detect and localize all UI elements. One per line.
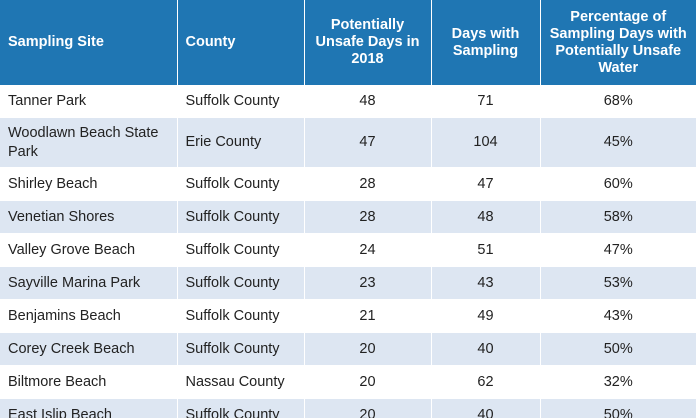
unsafe-days-cell: 28 — [304, 200, 432, 234]
unsafe-days-cell: 24 — [304, 233, 432, 267]
table-row: Venetian Shores Suffolk County 28 48 58% — [0, 200, 696, 234]
header-sampling-site: Sampling Site — [0, 0, 178, 85]
table-row: Tanner Park Suffolk County 48 71 68% — [0, 85, 696, 118]
percentage-cell: 60% — [540, 167, 696, 201]
table-row: Shirley Beach Suffolk County 28 47 60% — [0, 167, 696, 201]
county-cell: Erie County — [177, 117, 305, 168]
site-cell: Shirley Beach — [0, 167, 178, 201]
sampling-days-cell: 47 — [431, 167, 541, 201]
unsafe-days-cell: 20 — [304, 398, 432, 418]
sampling-days-cell: 43 — [431, 266, 541, 300]
table-row: East Islip Beach Suffolk County 20 40 50… — [0, 398, 696, 418]
percentage-cell: 68% — [540, 85, 696, 118]
county-cell: Suffolk County — [177, 299, 305, 333]
county-cell: Suffolk County — [177, 233, 305, 267]
table-row: Biltmore Beach Nassau County 20 62 32% — [0, 365, 696, 399]
county-cell: Suffolk County — [177, 332, 305, 366]
site-cell: Woodlawn Beach State Park — [0, 117, 178, 168]
table-row: Corey Creek Beach Suffolk County 20 40 5… — [0, 332, 696, 366]
percentage-cell: 45% — [540, 117, 696, 168]
unsafe-days-cell: 48 — [304, 85, 432, 118]
site-cell: East Islip Beach — [0, 398, 178, 418]
county-cell: Suffolk County — [177, 266, 305, 300]
unsafe-days-cell: 47 — [304, 117, 432, 168]
site-cell: Biltmore Beach — [0, 365, 178, 399]
header-percentage: Percentage of Sampling Days with Potenti… — [540, 0, 696, 85]
site-cell: Valley Grove Beach — [0, 233, 178, 267]
site-cell: Venetian Shores — [0, 200, 178, 234]
table-row: Valley Grove Beach Suffolk County 24 51 … — [0, 233, 696, 267]
percentage-cell: 32% — [540, 365, 696, 399]
county-cell: Suffolk County — [177, 200, 305, 234]
county-cell: Nassau County — [177, 365, 305, 399]
percentage-cell: 43% — [540, 299, 696, 333]
percentage-cell: 58% — [540, 200, 696, 234]
sampling-days-cell: 71 — [431, 85, 541, 118]
unsafe-days-cell: 20 — [304, 332, 432, 366]
unsafe-days-cell: 20 — [304, 365, 432, 399]
unsafe-days-cell: 28 — [304, 167, 432, 201]
header-sampling-days: Days with Sampling — [431, 0, 541, 85]
table-row: Benjamins Beach Suffolk County 21 49 43% — [0, 299, 696, 333]
unsafe-days-cell: 21 — [304, 299, 432, 333]
sampling-days-cell: 104 — [431, 117, 541, 168]
sampling-days-cell: 48 — [431, 200, 541, 234]
unsafe-days-cell: 23 — [304, 266, 432, 300]
sampling-days-cell: 40 — [431, 398, 541, 418]
sampling-days-cell: 49 — [431, 299, 541, 333]
percentage-cell: 53% — [540, 266, 696, 300]
header-unsafe-days: Potentially Unsafe Days in 2018 — [304, 0, 432, 85]
percentage-cell: 50% — [540, 332, 696, 366]
county-cell: Suffolk County — [177, 85, 305, 118]
county-cell: Suffolk County — [177, 398, 305, 418]
table-row: Sayville Marina Park Suffolk County 23 4… — [0, 266, 696, 300]
sampling-days-cell: 40 — [431, 332, 541, 366]
percentage-cell: 50% — [540, 398, 696, 418]
header-row: Sampling Site County Potentially Unsafe … — [0, 0, 696, 85]
site-cell: Tanner Park — [0, 85, 178, 118]
site-cell: Sayville Marina Park — [0, 266, 178, 300]
table-row: Woodlawn Beach State Park Erie County 47… — [0, 117, 696, 168]
county-cell: Suffolk County — [177, 167, 305, 201]
header-county: County — [177, 0, 305, 85]
site-cell: Benjamins Beach — [0, 299, 178, 333]
sampling-days-cell: 51 — [431, 233, 541, 267]
percentage-cell: 47% — [540, 233, 696, 267]
site-cell: Corey Creek Beach — [0, 332, 178, 366]
sampling-days-cell: 62 — [431, 365, 541, 399]
